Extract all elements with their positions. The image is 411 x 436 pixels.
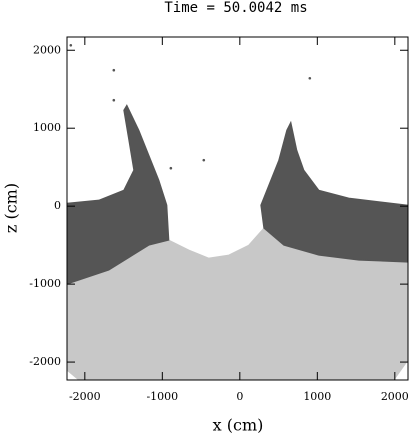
y-axis-label: z (cm): [2, 183, 21, 233]
particle: [308, 76, 312, 80]
plot-frame: [66, 36, 409, 381]
x-tick-label: -1000: [146, 390, 178, 403]
chart-title: Time = 50.0042 ms: [164, 0, 307, 16]
particle: [112, 98, 116, 102]
y-tick-label: -1000: [29, 277, 61, 290]
y-tick-label: 0: [54, 199, 61, 212]
x-tick-label: 0: [236, 390, 243, 403]
y-tick-label: 1000: [33, 121, 61, 134]
y-tick-label: -2000: [29, 355, 61, 368]
x-axis-label: x (cm): [213, 416, 264, 435]
particle: [69, 43, 73, 47]
particle-region: [66, 104, 170, 285]
particle: [275, 180, 279, 184]
particle: [169, 166, 173, 170]
particle: [112, 68, 116, 72]
particle: [202, 158, 206, 162]
x-tick-label: 1000: [303, 390, 331, 403]
y-tick-label: 2000: [33, 43, 61, 56]
particle-region: [260, 120, 409, 263]
x-tick-label: 2000: [381, 390, 409, 403]
x-tick-label: -2000: [69, 390, 101, 403]
